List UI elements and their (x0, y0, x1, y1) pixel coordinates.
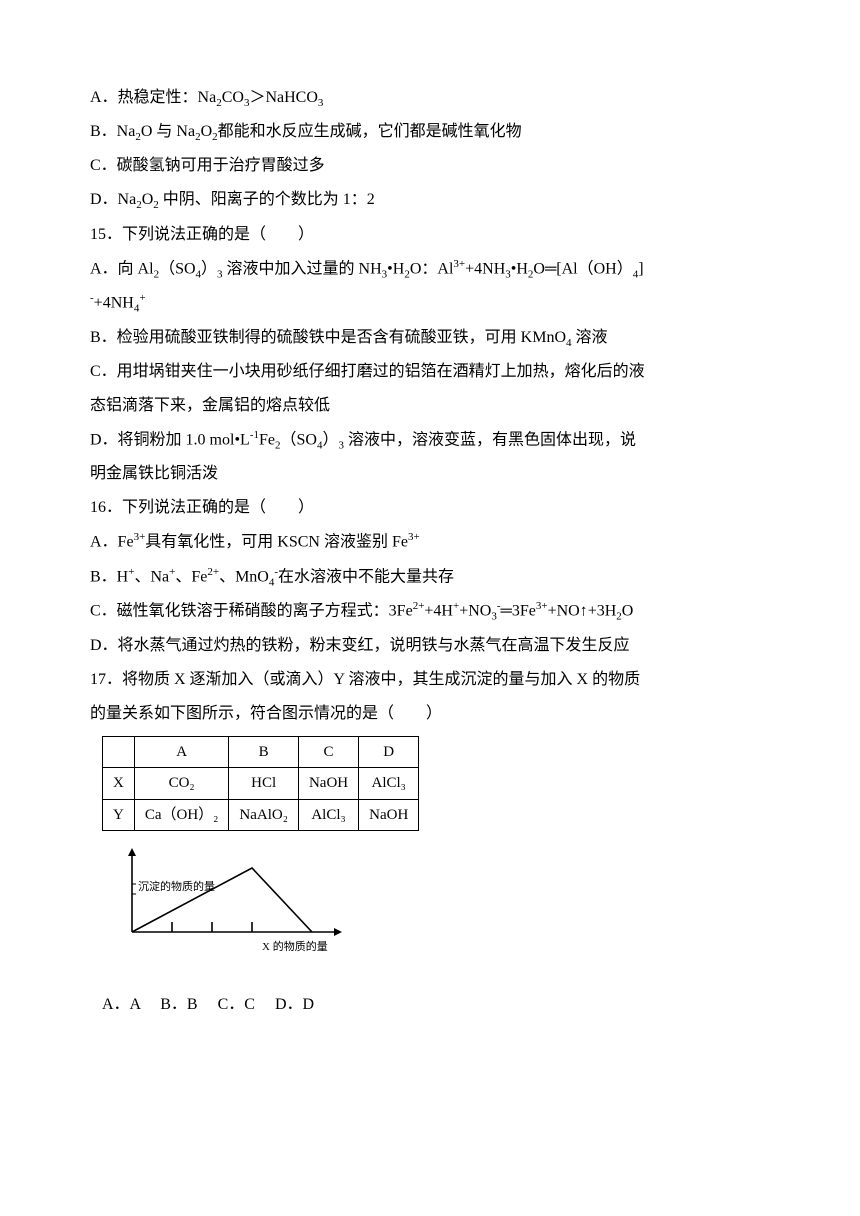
sup: 2+ (207, 566, 219, 578)
text: ＞NaHCO (249, 89, 317, 106)
table-row-label: X (103, 768, 135, 800)
text: O 与 Na (141, 123, 195, 140)
text: 溶液中加入过量的 NH (223, 260, 382, 277)
question-16: 16．下列说法正确的是（ ） (90, 492, 770, 524)
text: ] (638, 260, 643, 277)
text: A．Fe (90, 534, 134, 551)
text: 、Na (134, 568, 169, 585)
text: ） (201, 260, 217, 277)
text: 具有氧化性，可用 KSCN 溶液鉴别 Fe (145, 534, 408, 551)
question-15: 15．下列说法正确的是（ ） (90, 219, 770, 251)
text: C．磁性氧化铁溶于稀硝酸的离子方程式：3Fe (90, 602, 413, 619)
q15-option-c-line2: 态铝滴落下来，金属铝的熔点较低 (90, 390, 770, 422)
text: A．向 Al (90, 260, 154, 277)
sup: -1 (250, 429, 259, 441)
sup: 3+ (536, 600, 548, 612)
text: 溶液中，溶液变蓝，有黑色固体出现，说 (344, 431, 636, 448)
text: +4NH (465, 260, 505, 277)
table-cell: Ca（OH）₂ (134, 799, 229, 831)
text: B．Na (90, 123, 135, 140)
text: D．Na (90, 191, 136, 208)
text: 中阴、阳离子的个数比为 1：2 (159, 191, 375, 208)
q15-option-c-line1: C．用坩埚钳夹住一小块用砂纸仔细打磨过的铝箔在酒精灯上加热，熔化后的液 (90, 356, 770, 388)
text: O：Al (410, 260, 454, 277)
text: B．检验用硫酸亚铁制得的硫酸铁中是否含有硫酸亚铁，可用 KMnO (90, 329, 566, 346)
table-cell: NaAlO₂ (229, 799, 299, 831)
text: （SO (281, 431, 317, 448)
text: 在水溶液中不能大量共存 (278, 568, 454, 585)
text: 都能和水反应生成碱，它们都是碱性氧化物 (218, 123, 522, 140)
q16-option-a: A．Fe3+具有氧化性，可用 KSCN 溶液鉴别 Fe3+ (90, 526, 770, 558)
table-row: Y Ca（OH）₂ NaAlO₂ AlCl₃ NaOH (103, 799, 419, 831)
table-cell: CO₂ (134, 768, 229, 800)
sup: 3+ (453, 258, 465, 270)
table-header: A (134, 736, 229, 768)
option-d: D．Na2O2 中阴、阳离子的个数比为 1：2 (90, 184, 770, 216)
text: D．将铜粉加 1.0 mol•L (90, 431, 250, 448)
text: 、MnO (219, 568, 269, 585)
q16-option-b: B．H+、Na+、Fe2+、MnO4-在水溶液中不能大量共存 (90, 561, 770, 594)
answer-d: D．D (275, 996, 314, 1013)
text: 溶液 (572, 329, 608, 346)
table-header: C (298, 736, 358, 768)
sup: + (139, 292, 145, 304)
table-cell: NaOH (359, 799, 419, 831)
sup: 3+ (134, 531, 146, 543)
table-row: X CO₂ HCl NaOH AlCl₃ (103, 768, 419, 800)
text: Fe (259, 431, 275, 448)
text: +NO↑+3H (548, 602, 617, 619)
sup: 3+ (408, 531, 420, 543)
svg-text:沉淀的物质的量: 沉淀的物质的量 (138, 879, 215, 893)
table-header: D (359, 736, 419, 768)
option-b: B．Na2O 与 Na2O2都能和水反应生成碱，它们都是碱性氧化物 (90, 116, 770, 148)
text: ═3Fe (501, 602, 536, 619)
text: 、Fe (175, 568, 207, 585)
text: B．H (90, 568, 128, 585)
table-cell: AlCl₃ (359, 768, 419, 800)
sup: 2+ (413, 600, 425, 612)
option-a: A．热稳定性：Na2CO3＞NaHCO3 (90, 82, 770, 114)
text: ） (322, 431, 338, 448)
sub: 3 (491, 611, 497, 623)
text: A．热稳定性：Na (90, 89, 216, 106)
q17-table: A B C D X CO₂ HCl NaOH AlCl₃ Y Ca（OH）₂ N… (102, 736, 419, 832)
text: O (142, 191, 154, 208)
q15-option-a-line2: -+4NH4+ (90, 287, 770, 320)
answer-c: C．C (218, 996, 255, 1013)
sub: 3 (318, 97, 324, 109)
text: +NO (459, 602, 491, 619)
text: O (201, 123, 213, 140)
text: （SO (159, 260, 195, 277)
sub: 4 (134, 303, 140, 315)
svg-text:X 的物质的量: X 的物质的量 (262, 939, 328, 953)
question-17-line2: 的量关系如下图所示，符合图示情况的是（ ） (90, 698, 770, 730)
table-cell: HCl (229, 768, 299, 800)
q17-answers: A．A B．B C．C D．D (102, 989, 770, 1021)
table-cell: AlCl₃ (298, 799, 358, 831)
text: +4H (424, 602, 453, 619)
table-row: A B C D (103, 736, 419, 768)
q15-option-b: B．检验用硫酸亚铁制得的硫酸铁中是否含有硫酸亚铁，可用 KMnO4 溶液 (90, 322, 770, 354)
q15-option-d-line1: D．将铜粉加 1.0 mol•L-1Fe2（SO4）3 溶液中，溶液变蓝，有黑色… (90, 424, 770, 457)
text: •H (511, 260, 528, 277)
text: •H (387, 260, 404, 277)
q17-chart: 沉淀的物质的量 X 的物质的量 (102, 837, 362, 977)
table-header: B (229, 736, 299, 768)
question-17-line1: 17．将物质 X 逐渐加入（或滴入）Y 溶液中，其生成沉淀的量与加入 X 的物质 (90, 664, 770, 696)
text: CO (222, 89, 244, 106)
text: O (622, 602, 634, 619)
answer-b: B．B (160, 996, 197, 1013)
text: O═[Al（OH） (533, 260, 632, 277)
table-cell: NaOH (298, 768, 358, 800)
option-c: C．碳酸氢钠可用于治疗胃酸过多 (90, 150, 770, 182)
q16-option-d: D．将水蒸气通过灼热的铁粉，粉末变红，说明铁与水蒸气在高温下发生反应 (90, 630, 770, 662)
answer-a: A．A (102, 996, 140, 1013)
text: +4NH (94, 294, 134, 311)
table-row-label: Y (103, 799, 135, 831)
q15-option-d-line2: 明金属铁比铜活泼 (90, 458, 770, 490)
table-header (103, 736, 135, 768)
q16-option-c: C．磁性氧化铁溶于稀硝酸的离子方程式：3Fe2++4H++NO3-═3Fe3++… (90, 595, 770, 628)
q15-option-a-line1: A．向 Al2（SO4）3 溶液中加入过量的 NH3•H2O：Al3++4NH3… (90, 253, 770, 286)
